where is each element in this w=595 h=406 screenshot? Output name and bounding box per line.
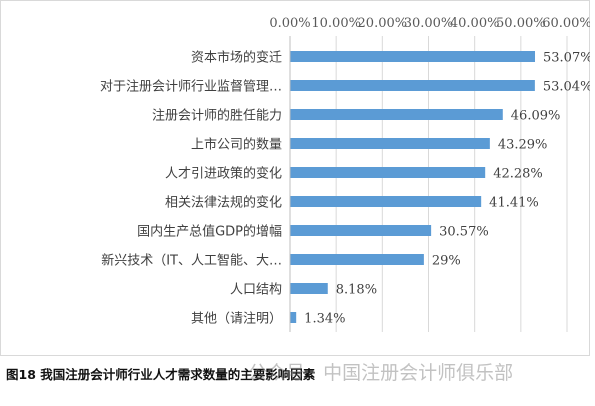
- category-label: 上市公司的数量: [191, 137, 282, 153]
- x-tick-label: 30.00%: [404, 16, 454, 31]
- bar: [290, 138, 490, 149]
- value-label: 8.18%: [336, 283, 377, 298]
- x-tick-label: 40.00%: [450, 16, 500, 31]
- category-label: 资本市场的变迁: [191, 50, 282, 66]
- watermark-text: 公众号 · 中国注册会计师俱乐部: [248, 362, 514, 384]
- bar: [290, 109, 503, 120]
- bar: [290, 225, 432, 236]
- x-tick-label: 20.00%: [358, 16, 408, 31]
- category-label: 人才引进政策的变化: [165, 166, 282, 182]
- value-label: 53.07%: [543, 51, 590, 66]
- value-label: 53.04%: [543, 80, 590, 95]
- category-label: 人口结构: [230, 283, 282, 298]
- value-label: 42.28%: [493, 167, 543, 182]
- bar: [290, 254, 424, 265]
- value-label: 41.41%: [489, 196, 539, 211]
- value-label: 46.09%: [511, 109, 561, 124]
- bar: [290, 196, 482, 207]
- value-label: 1.34%: [304, 312, 345, 327]
- figure-caption: 图18 我国注册会计师行业人才需求数量的主要影响因素: [6, 367, 316, 382]
- x-tick-label: 10.00%: [311, 16, 361, 31]
- category-label: 注册会计师的胜任能力: [152, 108, 282, 124]
- category-label: 其他（请注明）: [191, 312, 282, 327]
- bar: [290, 167, 486, 178]
- category-label: 新兴技术（IT、人工智能、大…: [101, 253, 282, 269]
- bar-chart: 0.00% 10.00%20.00%30.00%40.00%50.00%60.00…: [100, 16, 590, 332]
- category-label: 国内生产总值GDP的增幅: [137, 224, 282, 240]
- value-label: 29%: [432, 254, 461, 269]
- x-tick-label: 50.00%: [496, 16, 546, 31]
- category-label: 对于注册会计师行业监督管理…: [100, 80, 282, 95]
- category-label: 相关法律法规的变化: [165, 195, 282, 211]
- value-label: 30.57%: [439, 225, 489, 240]
- bar: [290, 51, 536, 62]
- bar: [290, 312, 297, 323]
- bar: [290, 80, 535, 91]
- x-tick-label: 60.00%: [542, 16, 590, 31]
- x-tick-label: 0.00%: [269, 16, 310, 31]
- bar: [290, 283, 328, 294]
- value-label: 43.29%: [498, 138, 548, 153]
